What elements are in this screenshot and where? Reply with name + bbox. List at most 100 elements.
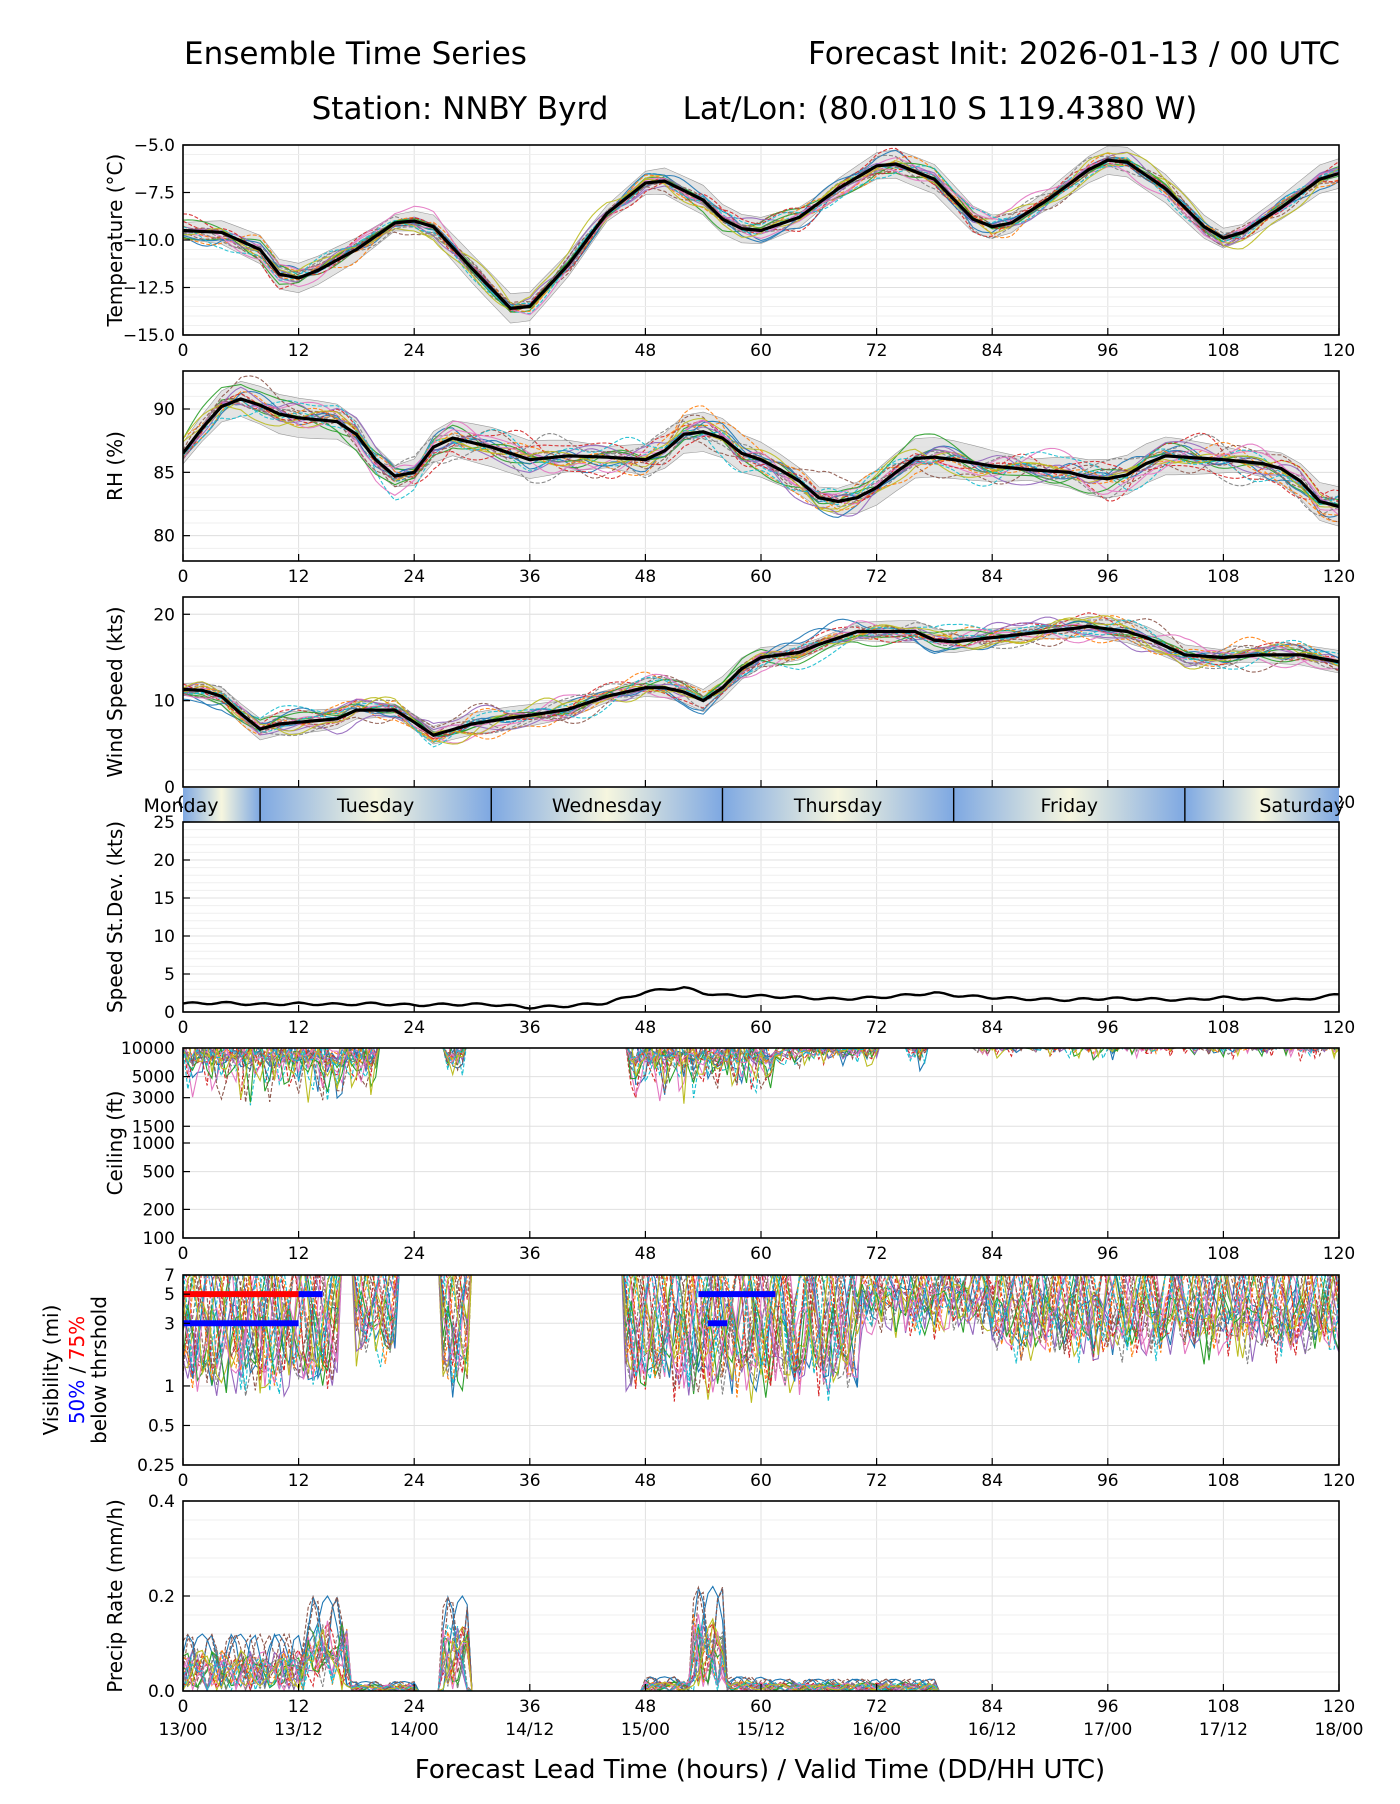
visibility-member-7 (183, 1275, 1338, 1395)
visibility-panel: 0 12 24 36 48 60 72 84 96 108 120 0.25 0.5 1 3 57 Visibi… (39, 1266, 1355, 1491)
station-name: Station: NNBY Byrd (312, 91, 609, 127)
x-tick-label: 120 (1323, 1244, 1355, 1264)
ceiling-member-14 (183, 1048, 1318, 1069)
day-label: Saturday (1259, 795, 1345, 817)
ceiling-series (183, 1048, 1339, 1106)
x-tick-label: 120 (1323, 567, 1355, 587)
visibility-member-19 (183, 1275, 1339, 1394)
y-tick-label: 0 (164, 778, 175, 798)
x-tick-label: 96 (1097, 1018, 1119, 1038)
day-segment (722, 788, 954, 822)
x-tick-label: 72 (866, 1471, 888, 1491)
rh-member-16 (183, 375, 1339, 503)
ceiling-panel: 0 12 24 36 48 60 72 84 96 108 120 100 200 500 10001500… (103, 1039, 1355, 1264)
y-tick-label: −12.5 (123, 279, 175, 299)
wind_speed-panel: 0122436486072849610812001020Wind Speed (… (103, 596, 1355, 813)
x-tick-label: 108 (1207, 1018, 1239, 1038)
precip_rate-panel: 0 12 24 36 48 60 72 84 96 108 120 0.0 0.2 0.4 Precip R… (103, 1492, 1364, 1740)
x-tick-label: 48 (635, 341, 657, 361)
y-tick-label: 0.2 (148, 1587, 175, 1607)
visibility-series (183, 1275, 1339, 1403)
wind_speed-member-6 (183, 618, 1339, 729)
valid-time-label: 17/00 (1083, 1720, 1132, 1740)
x-tick-label: 84 (981, 1471, 1003, 1491)
y-tick-label: 0.25 (137, 1456, 175, 1476)
y-tick-label: 15 (153, 889, 175, 909)
day-label: Monday (143, 795, 218, 817)
x-tick-label: 0 (178, 1244, 189, 1264)
wind_speed-member-17 (183, 620, 1339, 735)
x-tick-label: 24 (403, 341, 425, 361)
wind_speed-member-10 (183, 623, 1339, 743)
x-tick-label: 0 (178, 1018, 189, 1038)
x-tick-label: 12 (288, 1697, 310, 1717)
x-tick-label: 24 (403, 1471, 425, 1491)
wind_speed-series (183, 612, 1339, 748)
x-tick-label: 0 (178, 567, 189, 587)
valid-time-label: 17/12 (1199, 1720, 1248, 1740)
y-tick-label: 10 (153, 692, 175, 712)
wind_speed-member-19 (183, 617, 1339, 736)
x-tick-label: 0 (178, 1471, 189, 1491)
precip-member-8 (183, 1622, 1339, 1691)
x-tick-label: 0 (178, 1697, 189, 1717)
x-tick-label: 120 (1323, 1471, 1355, 1491)
day-label: Friday (1040, 795, 1098, 817)
day-label: Wednesday (552, 795, 662, 817)
temperature-series (183, 145, 1339, 324)
valid-time-label: 16/00 (852, 1720, 901, 1740)
wind_speed-member-15 (183, 622, 1339, 736)
valid-time-label: 15/12 (737, 1720, 786, 1740)
y-tick-label: 5000 (132, 1068, 175, 1088)
y-tick-label: 100 (143, 1229, 175, 1249)
temperature-member-17 (183, 160, 1339, 316)
x-tick-label: 108 (1207, 341, 1239, 361)
day-segment (491, 788, 723, 822)
x-tick-label: 36 (519, 1018, 541, 1038)
rh-ylabel: RH (%) (103, 431, 127, 501)
wind_speed-member-20 (183, 619, 1339, 748)
y-tick-label: 1000 (132, 1134, 175, 1154)
x-tick-label: 72 (866, 567, 888, 587)
forecast-init: Forecast Init: 2026-01-13 / 00 UTC (808, 36, 1340, 72)
x-tick-label: 12 (288, 1018, 310, 1038)
rh-member-17 (183, 401, 1339, 516)
visibility-ylabel-pct: 50% / 75% (65, 1316, 89, 1424)
pct-separator: / (65, 1360, 89, 1379)
x-tick-label: 24 (403, 1018, 425, 1038)
station-latlon: Lat/Lon: (80.0110 S 119.4380 W) (683, 91, 1198, 127)
temperature-ylabel: Temperature (°C) (103, 154, 127, 328)
x-tick-label: 36 (519, 341, 541, 361)
day-segment (1184, 788, 1339, 822)
x-tick-label: 84 (981, 1697, 1003, 1717)
precip_rate-ylabel: Precip Rate (mm/h) (103, 1499, 127, 1693)
y-tick-label: −10.0 (123, 231, 175, 251)
valid-time-label: 15/00 (621, 1720, 670, 1740)
temperature-member-19 (183, 151, 1339, 310)
x-tick-label: 24 (403, 567, 425, 587)
y-tick-label: 5 (164, 1285, 175, 1305)
x-tick-label: 96 (1097, 341, 1119, 361)
y-tick-label: 85 (153, 463, 175, 483)
valid-time-label: 14/00 (390, 1720, 439, 1740)
temperature-member-16 (183, 157, 1339, 307)
visibility-member-15 (183, 1275, 1339, 1398)
x-tick-label: 108 (1207, 1244, 1239, 1264)
speed_stdev-ylabel: Speed St.Dev. (kts) (103, 821, 127, 1013)
visibility-member-20 (183, 1275, 1339, 1391)
x-tick-label: 96 (1097, 567, 1119, 587)
y-tick-label: −15.0 (123, 326, 175, 346)
rh-member-10 (183, 400, 1339, 506)
y-tick-label: 10000 (121, 1039, 175, 1059)
x-tick-label: 60 (750, 1018, 772, 1038)
x-tick-label: 0 (178, 341, 189, 361)
x-tick-label: 72 (866, 1244, 888, 1264)
valid-time-label: 16/12 (968, 1720, 1017, 1740)
y-tick-label: 10 (153, 927, 175, 947)
y-tick-label: 20 (153, 851, 175, 871)
ceiling-member-19 (183, 1048, 1338, 1104)
x-tick-label: 48 (635, 567, 657, 587)
y-tick-label: 1 (164, 1377, 175, 1397)
x-tick-label: 120 (1323, 341, 1355, 361)
